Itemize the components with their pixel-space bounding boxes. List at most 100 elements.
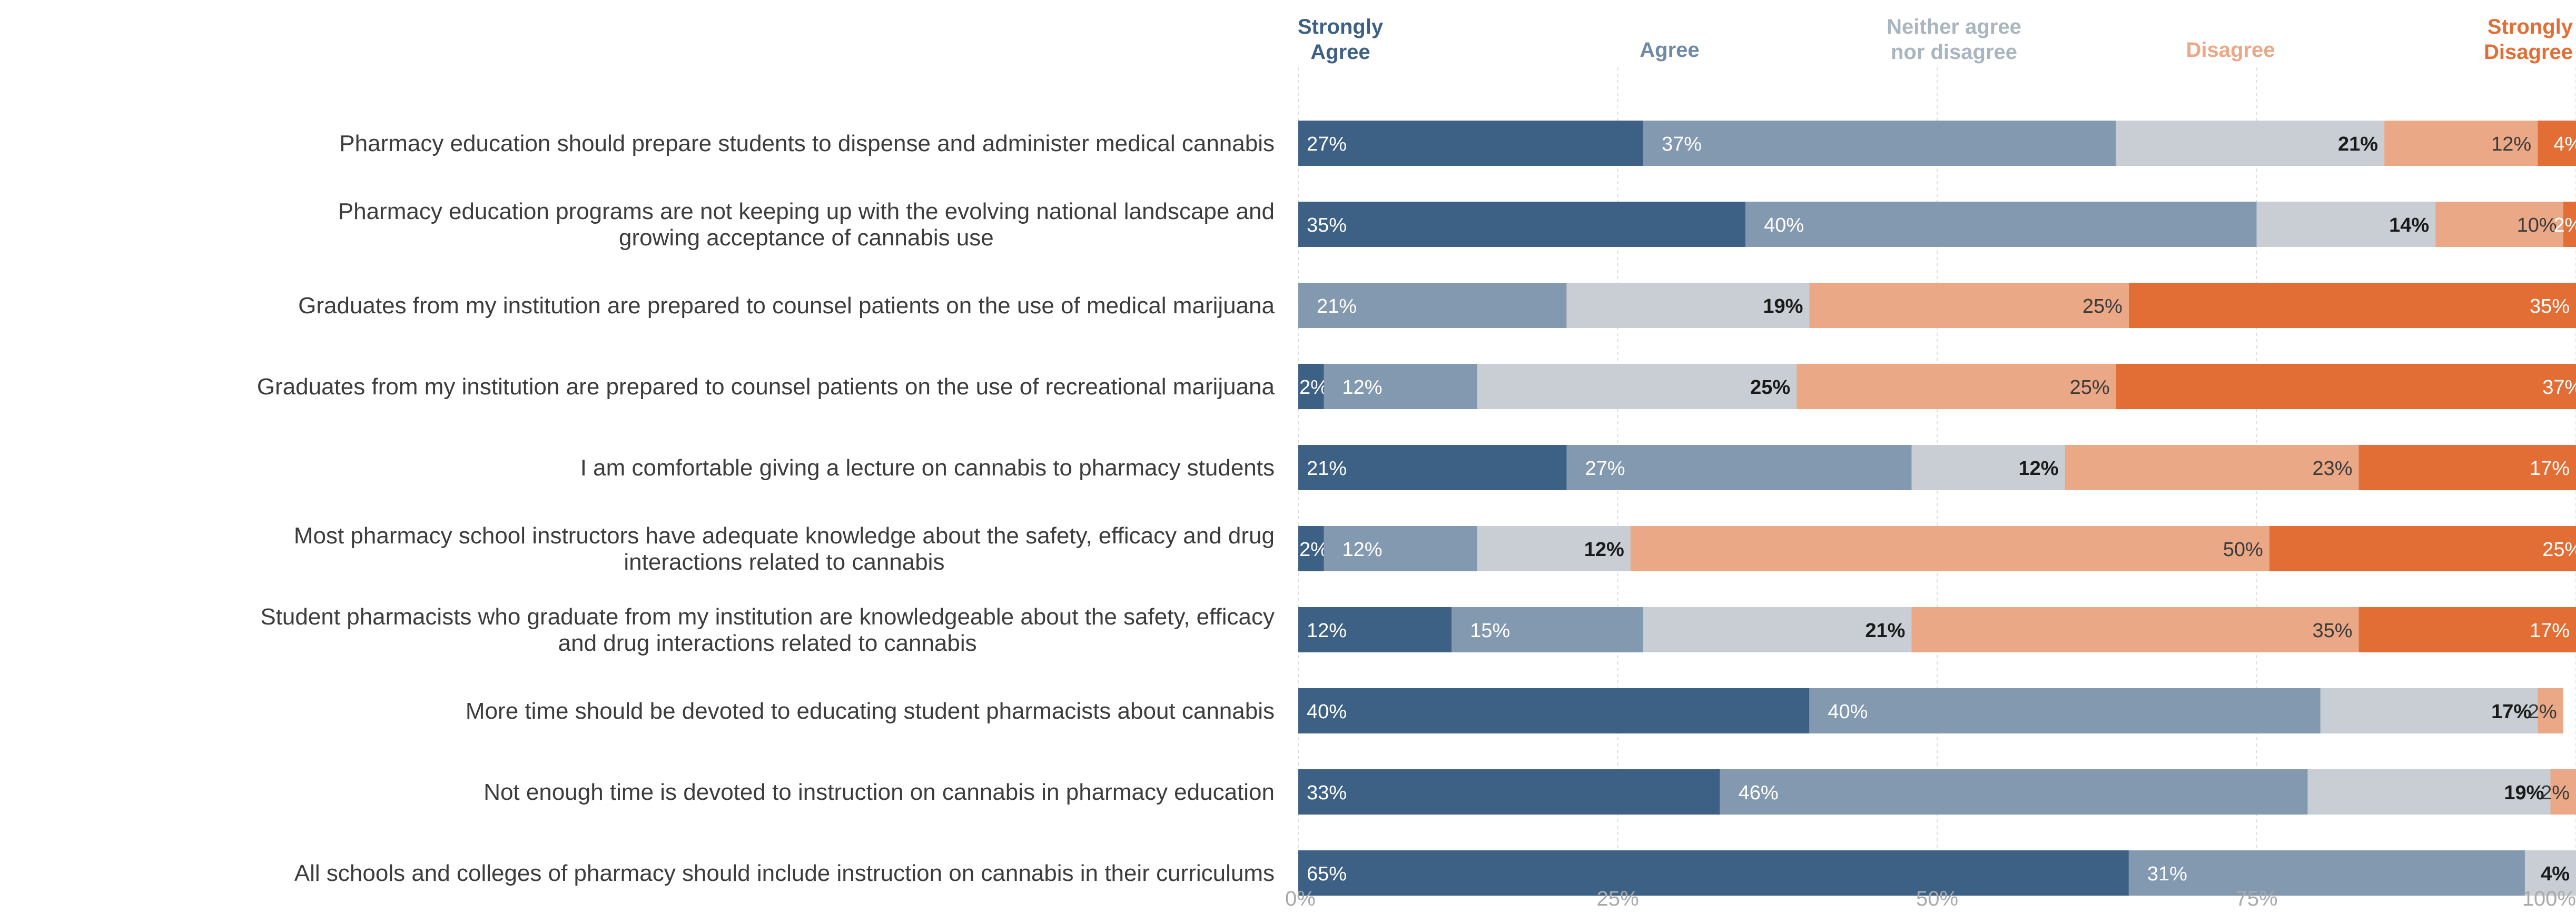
category-label: All schools and colleges of pharmacy sho… — [294, 860, 1275, 886]
legend-entry: Disagree — [2484, 41, 2573, 64]
data-label: 46% — [1739, 782, 1779, 804]
data-label: 17% — [2530, 620, 2570, 642]
data-label: 4% — [2541, 863, 2570, 885]
category-labels: Pharmacy education should prepare studen… — [257, 131, 1275, 886]
bar-segment — [2116, 364, 2576, 409]
data-label: 33% — [1307, 782, 1347, 804]
category-label: interactions related to cannabis — [624, 549, 944, 575]
data-label: 27% — [1585, 458, 1625, 480]
legend-entry: nor disagree — [1891, 41, 2017, 64]
category-label: Pharmacy education should prepare studen… — [339, 131, 1275, 156]
bar-segment — [1298, 364, 1324, 409]
bar-segment — [1720, 769, 2308, 815]
bar-segment — [1797, 364, 2116, 409]
data-label: 12% — [1584, 539, 1624, 561]
bar-segment — [2269, 526, 2576, 571]
bar-segment — [1809, 688, 2321, 733]
bar-segment — [1298, 607, 1452, 652]
bar-segment — [2065, 445, 2359, 490]
bar-segment — [2358, 445, 2576, 490]
bar-segment — [2116, 121, 2385, 166]
bar-segment — [2550, 769, 2576, 815]
data-label: 2% — [2528, 701, 2557, 723]
data-label: 2% — [1299, 539, 1328, 561]
data-label: 12% — [1307, 620, 1347, 642]
data-label: 2% — [2553, 214, 2576, 236]
data-label: 17% — [2530, 458, 2570, 480]
data-label: 23% — [2313, 458, 2353, 480]
bar-segment — [2538, 121, 2576, 166]
category-label: Student pharmacists who graduate from my… — [260, 604, 1275, 630]
legend-entry: Agree — [1310, 41, 1370, 64]
bar-segment — [1745, 202, 2257, 247]
bar-segment — [2128, 850, 2525, 896]
legend: Strongly Agree Agree Neither agree nor disag… — [1298, 15, 2573, 64]
x-tick-label: 50% — [1916, 887, 1958, 910]
data-label: 10% — [2517, 214, 2557, 236]
data-label: 65% — [1307, 863, 1347, 885]
data-label: 37% — [2542, 376, 2576, 399]
data-label: 12% — [1343, 539, 1383, 561]
data-label: 40% — [1828, 701, 1868, 723]
bar-segment — [2128, 283, 2576, 328]
data-label: 12% — [1343, 376, 1383, 399]
bar-segment — [1298, 850, 2129, 896]
data-label: 2% — [2541, 782, 2570, 804]
x-tick-label: 25% — [1596, 887, 1639, 910]
data-label: 12% — [2491, 133, 2531, 155]
bar-segment — [2320, 688, 2538, 733]
data-label: 37% — [1662, 133, 1702, 155]
data-label: 21% — [1865, 620, 1905, 642]
data-label: 21% — [1317, 295, 1357, 317]
data-label: 25% — [2082, 295, 2123, 317]
bar-segment — [1298, 688, 1810, 733]
bar-segment — [1298, 526, 1324, 571]
bar-segment — [2307, 769, 2551, 815]
bar-segment — [1477, 526, 1631, 571]
bar-segment — [1298, 445, 1567, 490]
x-tick-label: 0% — [1285, 887, 1316, 910]
bar-segment — [2524, 850, 2576, 896]
bar-segment — [1324, 364, 1477, 409]
bars: 27%37%21%12%4%35%40%14%10%2%21%19%25%35%… — [1298, 121, 2576, 896]
bar-segment — [1298, 121, 1644, 166]
category-label: Graduates from my institution are prepar… — [298, 293, 1275, 319]
data-label: 31% — [2147, 863, 2187, 885]
bar-segment — [1298, 769, 1720, 815]
bar-segment — [1630, 526, 2269, 571]
data-label: 35% — [2530, 295, 2570, 317]
bar-segment — [1809, 283, 2129, 328]
data-label: 40% — [1764, 214, 1804, 236]
legend-entry: Disagree — [2186, 38, 2275, 62]
legend-entry: Agree — [1640, 38, 1699, 62]
bar-segment — [1643, 607, 1912, 652]
bar-segment — [2384, 121, 2538, 166]
data-label: 2% — [1299, 376, 1328, 399]
data-label: 14% — [2389, 214, 2429, 236]
data-label: 19% — [2504, 782, 2544, 804]
data-label: 35% — [1307, 214, 1347, 236]
category-label: growing acceptance of cannabis use — [619, 225, 994, 251]
data-label: 35% — [2313, 620, 2353, 642]
category-label: Not enough time is devoted to instructio… — [483, 779, 1275, 805]
x-tick-label: 75% — [2235, 887, 2277, 910]
data-label: 12% — [2019, 458, 2059, 480]
data-label: 21% — [1307, 458, 1347, 480]
bar-segment — [1477, 364, 1797, 409]
bar-segment — [2358, 607, 2576, 652]
bar-segment — [1643, 121, 2116, 166]
data-label: 50% — [2223, 539, 2263, 561]
bar-segment — [2256, 202, 2436, 247]
bar-segment — [2435, 202, 2563, 247]
data-label: 15% — [1470, 620, 1510, 642]
legend-entry: Strongly — [1298, 15, 1384, 38]
category-label: I am comfortable giving a lecture on can… — [580, 455, 1275, 481]
data-label: 27% — [1307, 133, 1347, 155]
bar-segment — [1298, 283, 1567, 328]
data-label: 4% — [2553, 133, 2576, 155]
x-tick-label: 100% — [2522, 887, 2576, 910]
bar-segment — [1911, 445, 2065, 490]
category-label: More time should be devoted to educating… — [466, 698, 1275, 724]
data-label: 25% — [2542, 539, 2576, 561]
